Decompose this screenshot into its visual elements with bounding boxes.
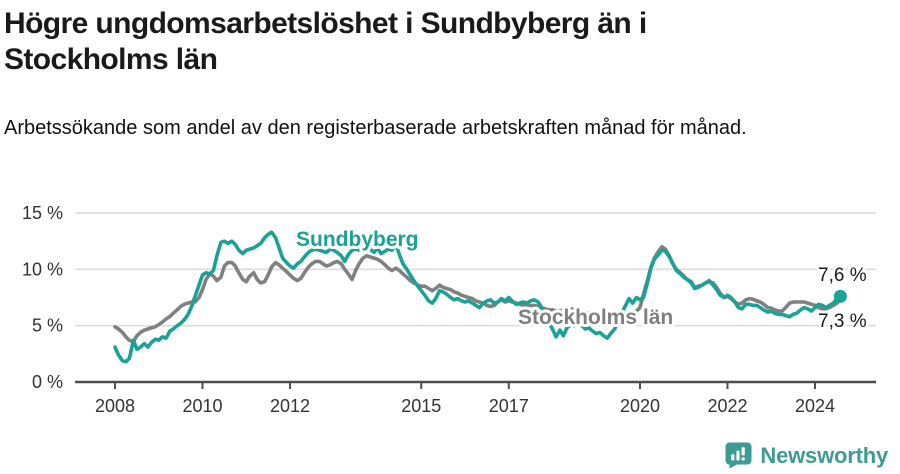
y-tick-label: 10 % (22, 259, 63, 279)
y-tick-label: 15 % (22, 203, 63, 223)
series-label-stockholms-lan: Stockholms län (518, 306, 673, 329)
series-label-sundbyberg: Sundbyberg (296, 228, 419, 251)
plot-layer: 0 % 5 % 10 % 15 % 2008 2010 2012 2015 2017 2020 20… (22, 203, 876, 416)
x-tick-label: 2022 (707, 396, 747, 416)
page-title: Högre ungdomsarbetslöshet i Sundbyberg ä… (4, 7, 647, 76)
line-series-stockholms-l-n (113, 245, 843, 344)
x-tick-label: 2020 (620, 396, 660, 416)
y-tick-label: 0 % (32, 372, 63, 392)
annotation-layer: Sundbyberg Stockholms län 7,6 % 7,3 % (293, 225, 869, 335)
y-tick-label: 5 % (32, 316, 63, 336)
x-tick-label: 2024 (795, 396, 835, 416)
newsworthy-attribution[interactable]: Newsworthy (725, 442, 888, 469)
series-end-dot (833, 289, 847, 303)
x-tick-label: 2010 (182, 396, 222, 416)
end-value-label-sundbyberg: 7,6 % (818, 265, 867, 286)
end-value-label-stockholms-lan: 7,3 % (818, 311, 867, 332)
x-tick-label: 2008 (95, 396, 135, 416)
chart-subtitle: Arbetssökande som andel av den registerb… (4, 117, 747, 139)
x-tick-label: 2012 (270, 396, 310, 416)
bar-chart-speech-bubble-icon (725, 442, 752, 469)
line-series-sundbyberg (113, 230, 843, 364)
x-tick-label: 2017 (489, 396, 529, 416)
brand-name: Newsworthy (760, 442, 888, 468)
x-tick-label: 2015 (401, 396, 441, 416)
chart-header: Högre ungdomsarbetslöshet i Sundbyberg ä… (4, 0, 824, 142)
